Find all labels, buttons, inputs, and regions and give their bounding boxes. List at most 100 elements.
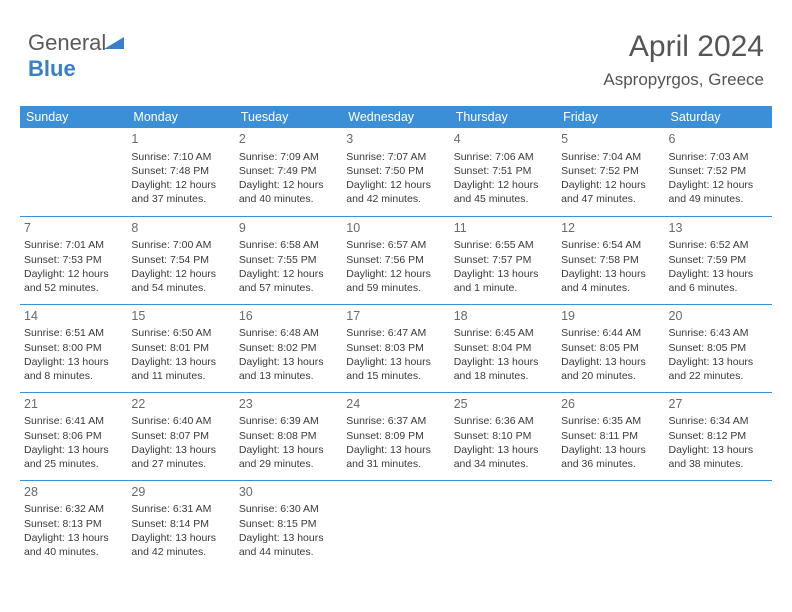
calendar-cell: 25Sunrise: 6:36 AMSunset: 8:10 PMDayligh… [450,392,557,480]
sunrise-text: Sunrise: 6:47 AM [346,326,445,340]
day-number: 21 [24,396,123,413]
logo-triangle-icon [104,37,124,51]
calendar-cell [342,480,449,568]
sunrise-text: Sunrise: 6:43 AM [669,326,768,340]
sunset-text: Sunset: 8:05 PM [669,341,768,355]
daylight-text: and 45 minutes. [454,192,553,206]
calendar-cell: 30Sunrise: 6:30 AMSunset: 8:15 PMDayligh… [235,480,342,568]
day-number: 6 [669,131,768,148]
daylight-text: and 18 minutes. [454,369,553,383]
daylight-text: and 4 minutes. [561,281,660,295]
weekday-header: Monday [127,106,234,128]
calendar-cell [20,128,127,216]
day-number: 16 [239,308,338,325]
sunrise-text: Sunrise: 7:04 AM [561,150,660,164]
logo-text-1: General [28,30,106,55]
calendar-cell: 23Sunrise: 6:39 AMSunset: 8:08 PMDayligh… [235,392,342,480]
month-title: April 2024 [603,30,764,64]
daylight-text: Daylight: 13 hours [131,355,230,369]
daylight-text: Daylight: 13 hours [24,531,123,545]
daylight-text: Daylight: 12 hours [561,178,660,192]
weekday-header: Thursday [450,106,557,128]
daylight-text: and 1 minute. [454,281,553,295]
calendar-cell: 9Sunrise: 6:58 AMSunset: 7:55 PMDaylight… [235,216,342,304]
daylight-text: and 49 minutes. [669,192,768,206]
sunset-text: Sunset: 8:04 PM [454,341,553,355]
sunrise-text: Sunrise: 6:48 AM [239,326,338,340]
sunrise-text: Sunrise: 6:30 AM [239,502,338,516]
daylight-text: and 36 minutes. [561,457,660,471]
calendar-row: 7Sunrise: 7:01 AMSunset: 7:53 PM Daylight… [20,216,772,304]
day-number: 23 [239,396,338,413]
daylight-text: and 52 minutes. [24,281,123,295]
day-number: 9 [239,220,338,237]
sunset-text: Sunset: 8:01 PM [131,341,230,355]
calendar-cell: 24Sunrise: 6:37 AMSunset: 8:09 PMDayligh… [342,392,449,480]
calendar-row: 21Sunrise: 6:41 AMSunset: 8:06 PMDayligh… [20,392,772,480]
sunset-text: Sunset: 8:09 PM [346,429,445,443]
sunrise-text: Sunrise: 6:41 AM [24,414,123,428]
day-number: 10 [346,220,445,237]
calendar-cell: 14Sunrise: 6:51 AMSunset: 8:00 PMDayligh… [20,304,127,392]
sunrise-text: Sunrise: 6:44 AM [561,326,660,340]
daylight-text: Daylight: 13 hours [454,355,553,369]
calendar-cell: 4Sunrise: 7:06 AMSunset: 7:51 PMDaylight… [450,128,557,216]
sunrise-text: Sunrise: 6:58 AM [239,238,338,252]
daylight-text: and 42 minutes. [346,192,445,206]
daylight-text: and 44 minutes. [239,545,338,559]
daylight-text: and 40 minutes. [24,545,123,559]
calendar-cell: 28Sunrise: 6:32 AMSunset: 8:13 PMDayligh… [20,480,127,568]
day-number: 7 [24,220,123,237]
sunrise-text: Sunrise: 6:57 AM [346,238,445,252]
sunset-text: Sunset: 8:08 PM [239,429,338,443]
sunset-text: Sunset: 8:06 PM [24,429,123,443]
day-number: 19 [561,308,660,325]
sunrise-text: Sunrise: 6:35 AM [561,414,660,428]
daylight-text: and 11 minutes. [131,369,230,383]
sunset-text: Sunset: 8:00 PM [24,341,123,355]
sunrise-text: Sunrise: 6:50 AM [131,326,230,340]
daylight-text: Daylight: 13 hours [239,355,338,369]
daylight-text: and 54 minutes. [131,281,230,295]
calendar-cell: 8Sunrise: 7:00 AMSunset: 7:54 PMDaylight… [127,216,234,304]
calendar-cell: 27Sunrise: 6:34 AMSunset: 8:12 PMDayligh… [665,392,772,480]
day-number: 3 [346,131,445,148]
calendar-cell: 6Sunrise: 7:03 AMSunset: 7:52 PMDaylight… [665,128,772,216]
weekday-header: Tuesday [235,106,342,128]
calendar-row: 28Sunrise: 6:32 AMSunset: 8:13 PMDayligh… [20,480,772,568]
daylight-text: Daylight: 13 hours [24,443,123,457]
day-number: 17 [346,308,445,325]
sunrise-text: Sunrise: 7:09 AM [239,150,338,164]
sunrise-text: Sunrise: 6:54 AM [561,238,660,252]
day-number: 30 [239,484,338,501]
daylight-text: Daylight: 13 hours [454,267,553,281]
location: Aspropyrgos, Greece [603,70,764,90]
daylight-text: Daylight: 12 hours [131,178,230,192]
day-number: 2 [239,131,338,148]
day-number: 22 [131,396,230,413]
day-number: 25 [454,396,553,413]
daylight-text: Daylight: 13 hours [239,531,338,545]
daylight-text: and 34 minutes. [454,457,553,471]
weekday-header: Sunday [20,106,127,128]
sunrise-text: Sunrise: 7:07 AM [346,150,445,164]
sunset-text: Sunset: 7:59 PM [669,253,768,267]
calendar-cell [665,480,772,568]
daylight-text: and 37 minutes. [131,192,230,206]
sunset-text: Sunset: 7:53 PM [24,253,123,267]
daylight-text: Daylight: 13 hours [561,443,660,457]
sunset-text: Sunset: 7:55 PM [239,253,338,267]
sunset-text: Sunset: 8:05 PM [561,341,660,355]
calendar-cell: 13Sunrise: 6:52 AMSunset: 7:59 PMDayligh… [665,216,772,304]
sunrise-text: Sunrise: 7:01 AM [24,238,123,252]
weekday-header-row: Sunday Monday Tuesday Wednesday Thursday… [20,106,772,128]
daylight-text: and 15 minutes. [346,369,445,383]
daylight-text: Daylight: 13 hours [131,443,230,457]
daylight-text: Daylight: 13 hours [346,443,445,457]
daylight-text: Daylight: 13 hours [561,267,660,281]
logo: General Blue [28,30,124,82]
calendar-cell: 5Sunrise: 7:04 AMSunset: 7:52 PMDaylight… [557,128,664,216]
calendar-cell: 11Sunrise: 6:55 AMSunset: 7:57 PMDayligh… [450,216,557,304]
sunrise-text: Sunrise: 6:39 AM [239,414,338,428]
sunrise-text: Sunrise: 6:51 AM [24,326,123,340]
